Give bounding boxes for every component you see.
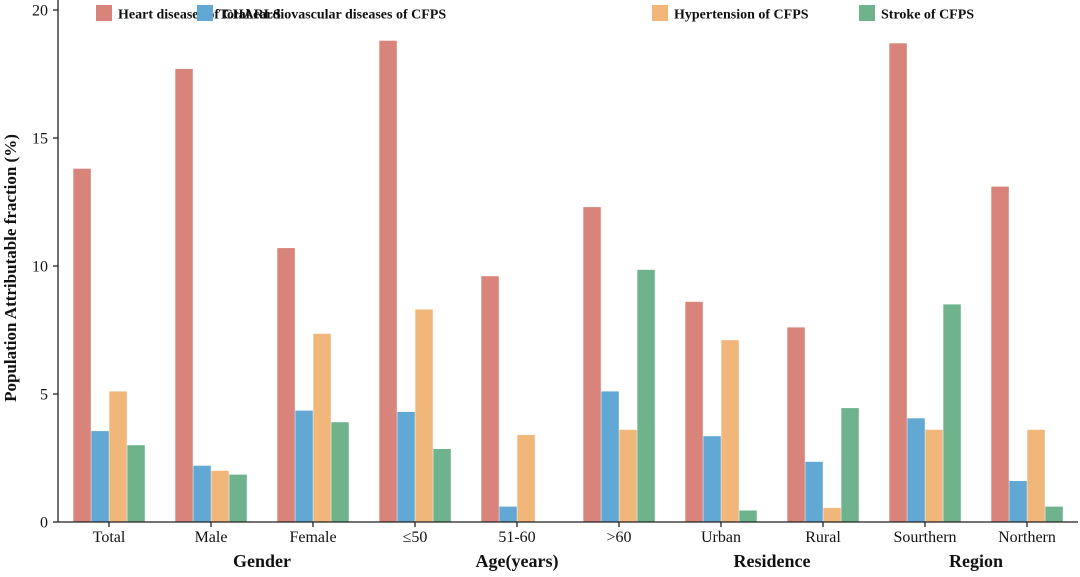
bar-total-cardiovascular-diseases-of-cfps-9 — [1009, 481, 1027, 522]
x-tick-label-7: Rural — [805, 529, 841, 546]
bar-stroke-of-cfps-5 — [637, 269, 655, 522]
x-tick-label-9: Northern — [998, 529, 1056, 546]
legend-label-2: Hypertension of CFPS — [674, 8, 809, 23]
bar-hypertension-of-cfps-2 — [313, 333, 331, 522]
y-tick-label-0: 0 — [40, 515, 48, 532]
group-labels: Gender Age(years) Residence Region — [233, 551, 1003, 572]
bar-total-cardiovascular-diseases-of-cfps-1 — [193, 465, 211, 522]
bar-stroke-of-cfps-2 — [331, 422, 349, 522]
bar-total-cardiovascular-diseases-of-cfps-4 — [499, 506, 517, 522]
bar-heart-diseases-of-charls-8 — [889, 43, 907, 523]
x-tick-label-1: Male — [195, 529, 228, 546]
bar-heart-diseases-of-charls-1 — [175, 68, 193, 523]
y-tick-label-3: 15 — [32, 131, 48, 148]
bar-heart-diseases-of-charls-2 — [277, 248, 295, 522]
bar-total-cardiovascular-diseases-of-cfps-7 — [805, 461, 823, 522]
bar-heart-diseases-of-charls-3 — [379, 40, 397, 522]
legend-label-1: Total cardiovascular diseases of CFPS — [219, 8, 446, 23]
bar-hypertension-of-cfps-1 — [211, 470, 229, 522]
group-label-0: Gender — [233, 551, 291, 571]
bar-stroke-of-cfps-9 — [1045, 506, 1063, 522]
legend-label-3: Stroke of CFPS — [881, 8, 974, 23]
x-tick-label-6: Urban — [701, 529, 741, 546]
bar-heart-diseases-of-charls-7 — [787, 327, 805, 522]
bar-hypertension-of-cfps-5 — [619, 429, 637, 522]
y-tick-label-4: 20 — [32, 3, 48, 20]
bar-total-cardiovascular-diseases-of-cfps-8 — [907, 418, 925, 522]
legend-swatch-1 — [197, 5, 213, 21]
bar-stroke-of-cfps-8 — [943, 304, 961, 522]
y-tick-label-1: 5 — [40, 387, 48, 404]
bar-total-cardiovascular-diseases-of-cfps-5 — [601, 391, 619, 522]
bar-total-cardiovascular-diseases-of-cfps-3 — [397, 411, 415, 522]
group-label-3: Region — [949, 551, 1003, 571]
group-label-2: Residence — [734, 551, 811, 571]
x-tick-label-2: Female — [289, 529, 336, 546]
bar-heart-diseases-of-charls-6 — [685, 301, 703, 522]
bar-hypertension-of-cfps-9 — [1027, 429, 1045, 522]
bars — [73, 40, 1063, 523]
legend-swatch-3 — [859, 5, 875, 21]
x-axis: Total Male Female ≤50 51-60 >60 Urban Rural Sour… — [58, 521, 1078, 546]
bar-hypertension-of-cfps-8 — [925, 429, 943, 522]
bar-stroke-of-cfps-7 — [841, 408, 859, 522]
bar-stroke-of-cfps-3 — [433, 449, 451, 522]
bar-stroke-of-cfps-6 — [739, 510, 757, 522]
y-tick-label-2: 10 — [32, 259, 48, 276]
legend-swatch-2 — [652, 5, 668, 21]
bar-heart-diseases-of-charls-9 — [991, 186, 1009, 522]
bar-hypertension-of-cfps-0 — [109, 391, 127, 522]
x-tick-label-4: 51-60 — [498, 529, 535, 546]
x-tick-label-3: ≤50 — [403, 529, 428, 546]
bar-stroke-of-cfps-0 — [127, 445, 145, 522]
x-tick-label-5: >60 — [606, 529, 631, 546]
x-tick-label-0: Total — [93, 529, 126, 546]
x-tick-label-8: Sourthern — [893, 529, 956, 546]
bar-total-cardiovascular-diseases-of-cfps-0 — [91, 431, 109, 522]
bar-hypertension-of-cfps-7 — [823, 507, 841, 522]
bar-heart-diseases-of-charls-0 — [73, 168, 91, 522]
bar-hypertension-of-cfps-6 — [721, 340, 739, 522]
y-axis: 0 5 10 15 20 — [32, 0, 59, 532]
bar-total-cardiovascular-diseases-of-cfps-2 — [295, 410, 313, 522]
bar-hypertension-of-cfps-3 — [415, 309, 433, 522]
legend-swatch-0 — [96, 5, 112, 21]
y-axis-title: Population Attributable fraction (%) — [1, 134, 20, 402]
bar-stroke-of-cfps-1 — [229, 474, 247, 522]
bar-heart-diseases-of-charls-4 — [481, 276, 499, 522]
bar-heart-diseases-of-charls-5 — [583, 207, 601, 522]
bar-total-cardiovascular-diseases-of-cfps-6 — [703, 436, 721, 522]
group-label-1: Age(years) — [476, 551, 559, 572]
bar-hypertension-of-cfps-4 — [517, 435, 535, 522]
